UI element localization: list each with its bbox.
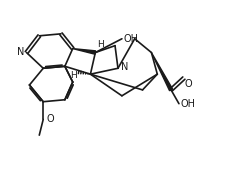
Text: N: N [120, 62, 128, 72]
Text: OH: OH [123, 34, 138, 44]
Polygon shape [151, 53, 172, 91]
Text: OH: OH [180, 99, 195, 109]
Text: H: H [97, 40, 104, 49]
Text: O: O [184, 79, 192, 89]
Text: H: H [70, 71, 76, 80]
Polygon shape [72, 49, 95, 54]
Text: N: N [17, 46, 24, 57]
Text: O: O [46, 114, 54, 124]
